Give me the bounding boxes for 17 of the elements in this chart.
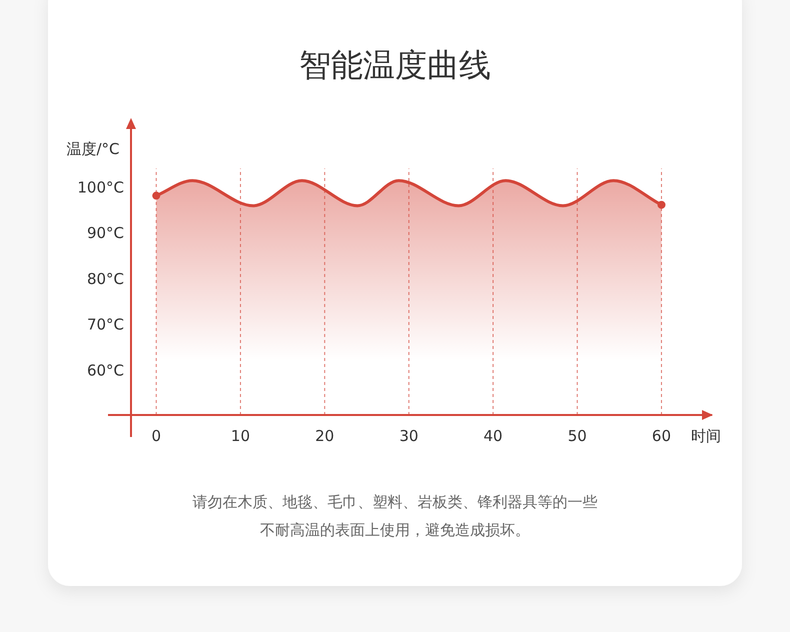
y-axis-title: 温度/°C [66,140,120,158]
x-axis-title: 时间 [691,427,721,445]
x-tick-label: 60 [652,427,672,445]
x-tick-label: 10 [230,427,250,445]
y-tick-label: 80°C [86,270,124,288]
x-tick-label: 30 [399,427,418,445]
text: 不耐高温的表面上使用，避免造成损坏。 [260,521,530,539]
x-tick-label: 40 [484,427,503,445]
x-tick-label: 50 [568,427,587,445]
y-tick-label: 90°C [86,224,124,242]
chart-title: 智能温度曲线 [299,46,491,84]
y-tick-label: 100°C [77,178,124,197]
text: 请勿在木质、地毯、毛巾、塑料、岩板类、锋利器具等的一些 [192,493,598,511]
x-tick-label: 20 [315,427,334,445]
y-tick-label: 70°C [86,316,124,334]
x-tick-label: 0 [151,427,162,445]
y-tick-label: 60°C [86,361,124,380]
